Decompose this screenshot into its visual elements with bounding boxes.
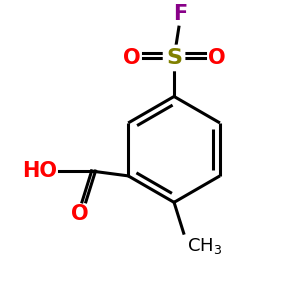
Text: CH$_3$: CH$_3$: [187, 236, 222, 256]
Text: S: S: [166, 48, 182, 68]
Text: F: F: [173, 4, 187, 24]
Text: O: O: [208, 48, 225, 68]
Text: HO: HO: [22, 161, 57, 181]
Text: O: O: [71, 204, 89, 224]
Text: O: O: [123, 48, 140, 68]
